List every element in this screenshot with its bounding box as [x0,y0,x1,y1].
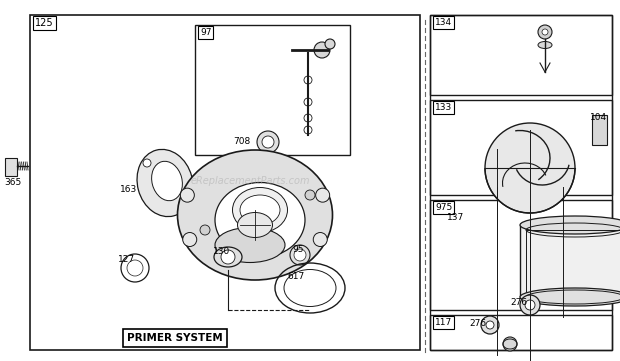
Circle shape [179,199,187,207]
Circle shape [485,123,575,213]
Circle shape [200,225,210,235]
Text: 97: 97 [200,28,211,37]
Circle shape [486,321,494,329]
Ellipse shape [232,187,288,232]
Ellipse shape [520,216,620,234]
Circle shape [481,316,499,334]
Text: 276: 276 [469,319,486,328]
Circle shape [525,300,535,310]
Text: 125: 125 [35,18,53,28]
Circle shape [304,76,312,84]
Ellipse shape [538,42,552,48]
Circle shape [520,295,540,315]
Bar [430,15,612,350]
Circle shape [183,232,197,247]
Bar [195,25,350,155]
Text: 365: 365 [4,178,21,187]
Circle shape [221,250,235,264]
Circle shape [294,249,306,261]
Circle shape [538,25,552,39]
Ellipse shape [237,213,273,238]
Text: 127: 127 [118,255,135,264]
Circle shape [304,114,312,122]
Text: 137: 137 [447,213,464,222]
Circle shape [257,131,279,153]
Ellipse shape [152,161,182,201]
Text: 95: 95 [292,245,304,254]
Circle shape [304,98,312,106]
Text: 104: 104 [590,113,607,122]
Ellipse shape [240,195,280,225]
Bar [30,15,420,350]
Ellipse shape [215,183,305,257]
Circle shape [262,136,274,148]
Ellipse shape [214,247,242,267]
Text: 133: 133 [435,103,452,112]
Circle shape [180,188,194,202]
Text: PRIMER SYSTEM: PRIMER SYSTEM [127,333,223,343]
Circle shape [304,126,312,134]
Text: 617: 617 [287,272,304,281]
Bar [5,158,17,176]
Bar [526,230,620,297]
Bar [430,315,612,350]
Ellipse shape [177,150,332,280]
Ellipse shape [215,227,285,262]
Text: 708: 708 [233,137,250,146]
Circle shape [314,42,330,58]
Circle shape [143,159,151,167]
Ellipse shape [137,149,193,217]
Text: 130: 130 [213,247,230,256]
Text: 975: 975 [435,203,452,212]
Circle shape [316,188,330,202]
Circle shape [305,190,315,200]
Text: 117: 117 [435,318,452,327]
Text: 163: 163 [120,185,137,194]
Text: 134: 134 [435,18,452,27]
Circle shape [325,39,335,49]
Circle shape [127,260,143,276]
Ellipse shape [284,270,336,306]
Bar [430,100,612,195]
Bar [592,115,607,145]
Circle shape [313,232,327,247]
Ellipse shape [520,288,620,306]
Bar [430,15,612,95]
Bar [430,200,612,310]
Circle shape [503,337,517,351]
Text: 276: 276 [510,298,527,307]
Bar [520,225,620,297]
Circle shape [542,29,548,35]
Text: eReplacementParts.com: eReplacementParts.com [190,176,310,186]
